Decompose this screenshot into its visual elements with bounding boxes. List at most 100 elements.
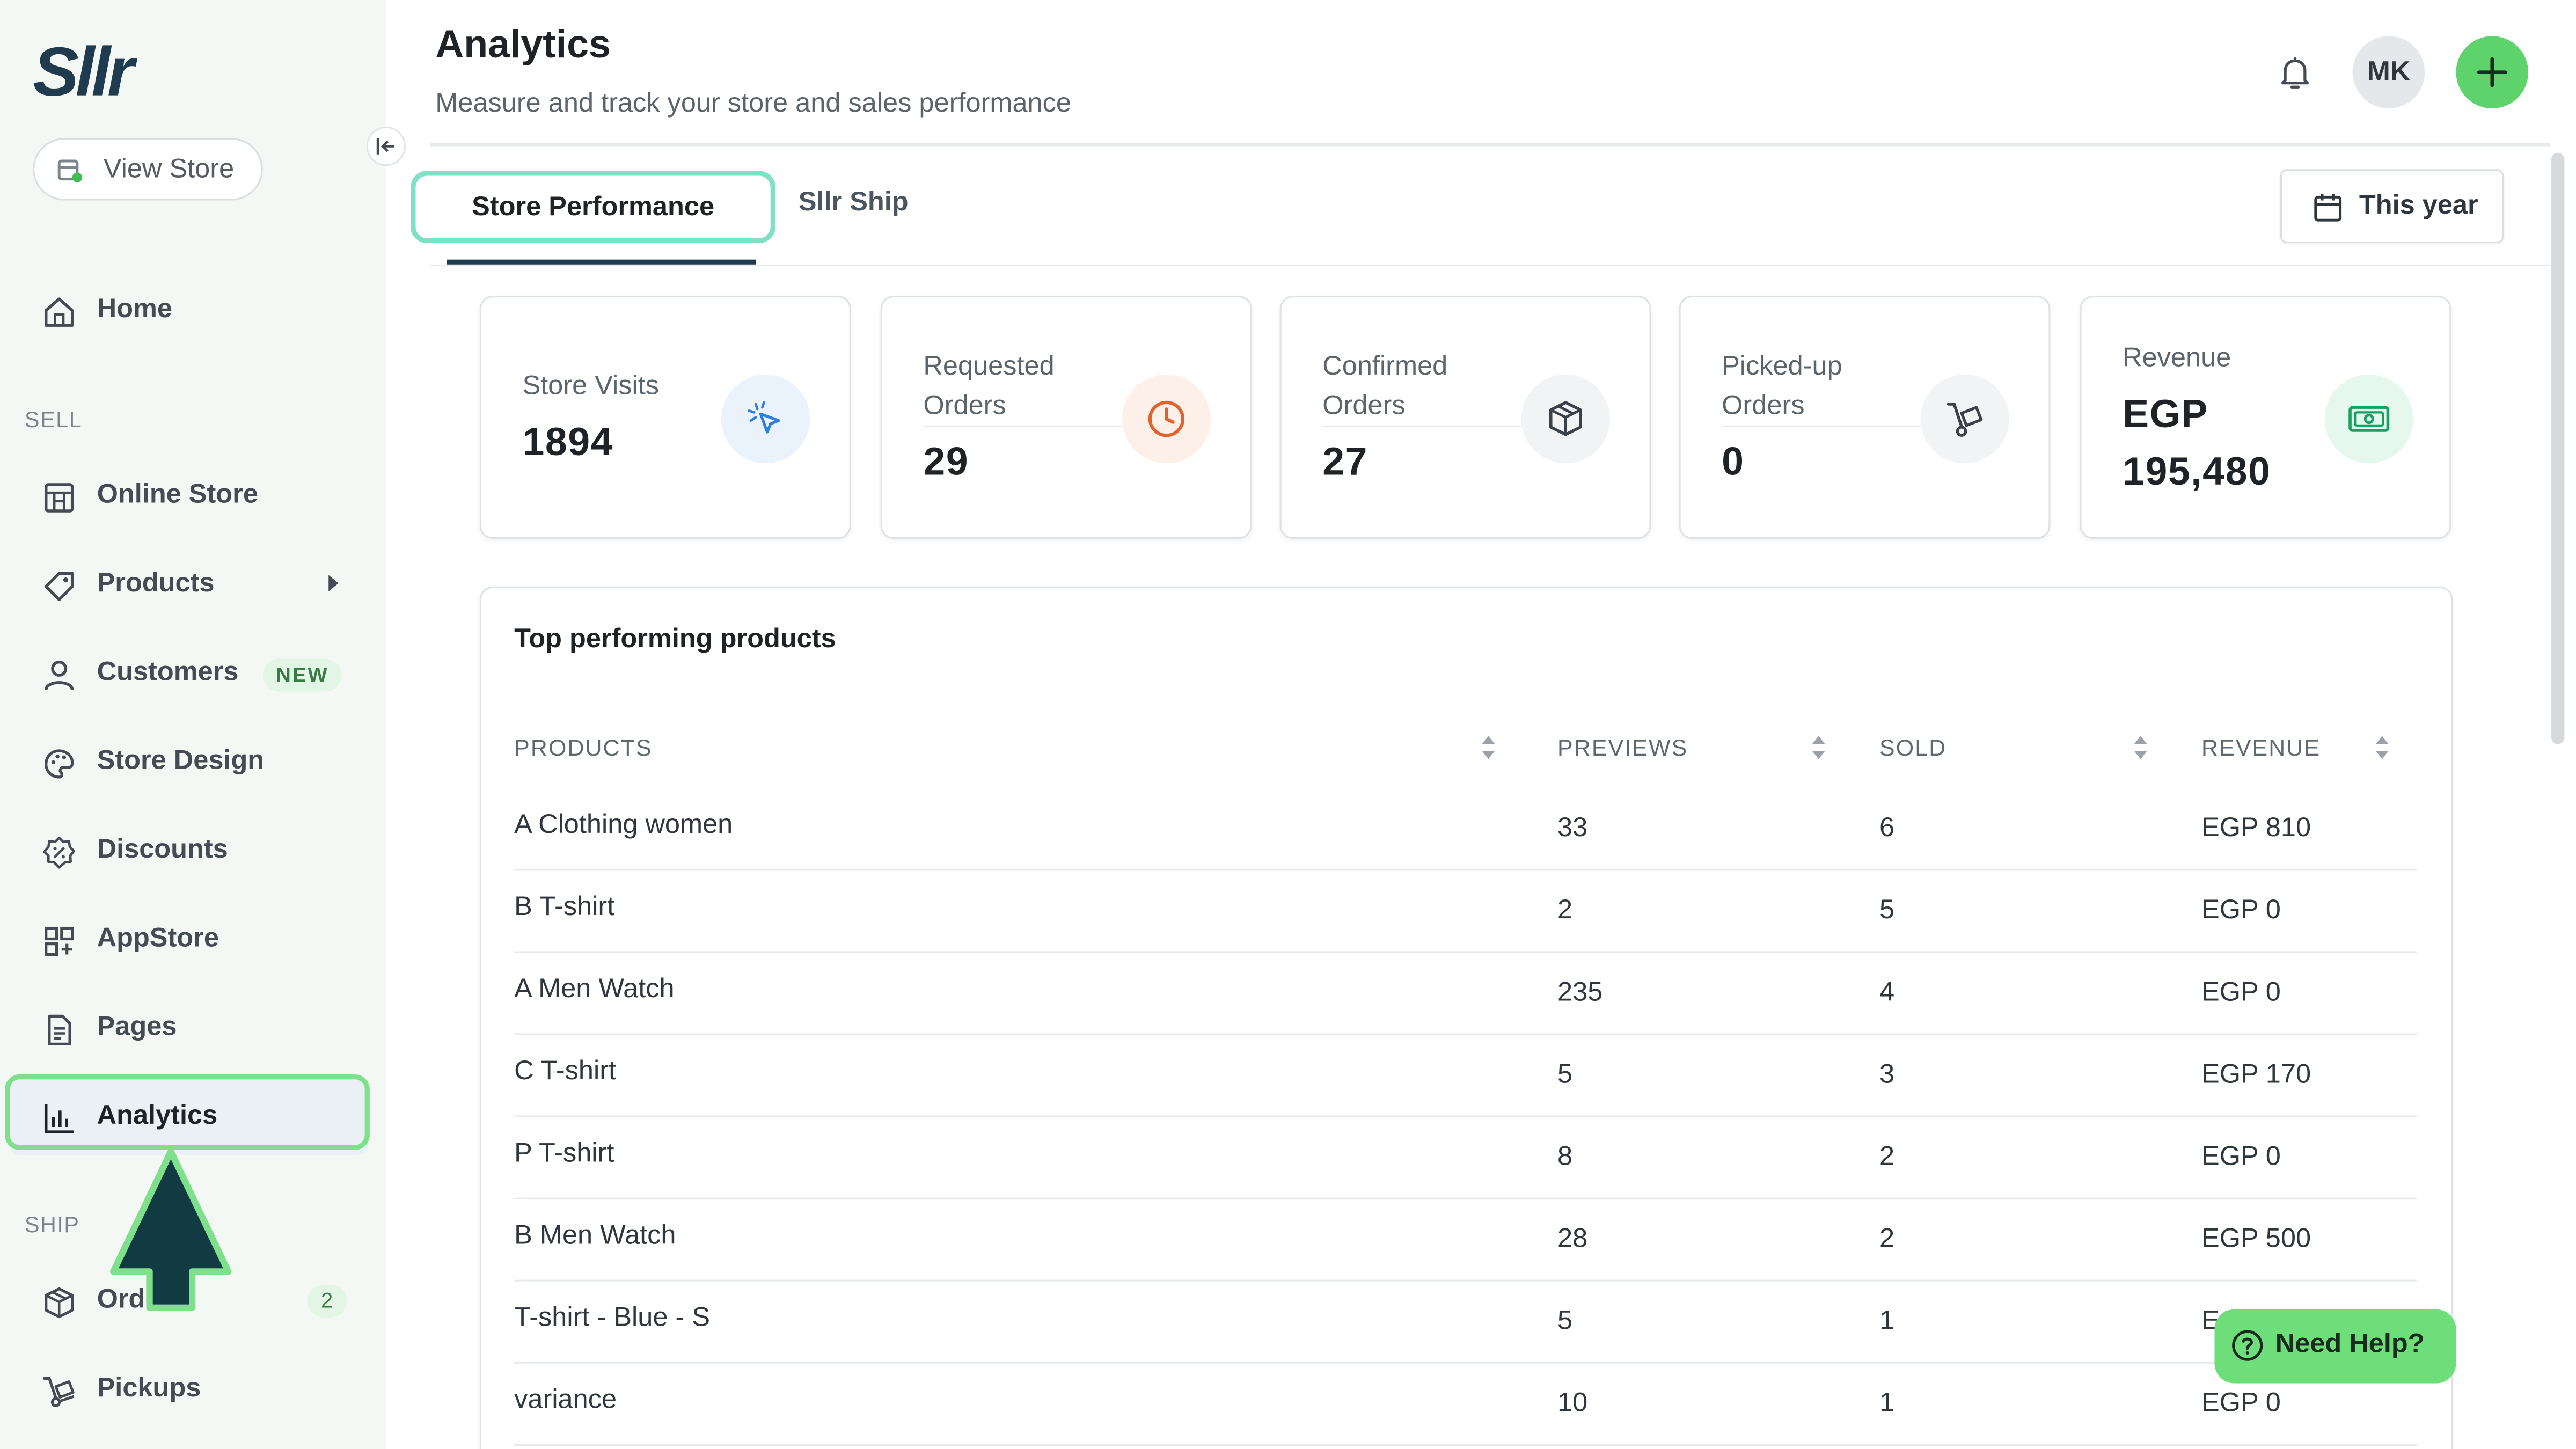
sidebar-item-label: Analytics <box>97 1101 218 1131</box>
stat-value: 29 <box>923 440 969 485</box>
stat-value: 195,480 <box>2123 450 2271 495</box>
scrollbar-thumb[interactable] <box>2551 152 2565 744</box>
sidebar-item-appstore[interactable]: AppStore <box>0 902 378 978</box>
sidebar-item-customers[interactable]: Customers NEW <box>0 636 378 712</box>
table-row[interactable]: A Clothing women 33 6 EGP 810 <box>514 788 2417 871</box>
sidebar-item-label: Home <box>97 294 172 324</box>
add-button[interactable] <box>2456 36 2529 109</box>
column-header-revenue[interactable]: REVENUE <box>2201 734 2321 761</box>
cell-sold: 6 <box>1879 813 1895 843</box>
cell-sold: 3 <box>1879 1059 1895 1089</box>
stat-icon-wrap <box>2324 374 2413 464</box>
box-icon <box>1549 401 1582 436</box>
svg-text:Sllr: Sllr <box>33 39 137 105</box>
table-row[interactable]: variance 10 1 EGP 0 <box>514 1364 2417 1446</box>
date-range-button[interactable]: This year <box>2280 169 2504 244</box>
stat-icon-wrap <box>1521 374 1610 464</box>
cell-previews: 33 <box>1557 813 1588 843</box>
analytics-highlight-outline <box>5 1074 370 1150</box>
need-help-button[interactable]: Need Help? <box>2214 1309 2456 1384</box>
hand-truck-icon <box>43 1377 75 1407</box>
bell-icon[interactable] <box>2275 53 2315 92</box>
sidebar-item-pickups[interactable]: Pickups <box>0 1352 378 1428</box>
need-help-label: Need Help? <box>2275 1329 2425 1359</box>
sidebar-item-analytics[interactable]: Analytics <box>10 1079 368 1155</box>
stat-currency: EGP <box>2123 392 2208 437</box>
sidebar-item-home[interactable]: Home <box>0 273 378 348</box>
stat-divider <box>1322 425 1533 427</box>
caret-right-icon[interactable] <box>328 575 339 592</box>
clock-icon <box>1148 400 1185 437</box>
cell-revenue: EGP 0 <box>2201 895 2281 925</box>
stat-value: 1894 <box>522 420 614 465</box>
sort-icon[interactable] <box>2374 733 2390 762</box>
collapse-sidebar-button[interactable] <box>366 126 406 166</box>
cell-previews: 28 <box>1557 1224 1588 1254</box>
tab-store-performance[interactable]: Store Performance <box>411 171 775 244</box>
column-header-previews[interactable]: PREVIEWS <box>1557 734 1688 761</box>
sidebar-item-label: Pages <box>97 1012 177 1042</box>
stat-label: Orders <box>923 391 1006 421</box>
page-subtitle: Measure and track your store and sales p… <box>435 89 1071 119</box>
table-row[interactable]: C T-shirt 5 3 EGP 170 <box>514 1035 2417 1117</box>
stat-label: Store Visits <box>522 371 660 401</box>
stat-label: Revenue <box>2123 343 2231 373</box>
column-header-products[interactable]: PRODUCTS <box>514 734 653 761</box>
column-header-sold[interactable]: SOLD <box>1879 734 1947 761</box>
calendar-icon <box>2314 194 2342 222</box>
sort-icon[interactable] <box>1480 733 1497 762</box>
sidebar-item-label: Discounts <box>97 835 228 865</box>
stat-label: Picked-up <box>1722 352 1842 382</box>
stat-divider <box>923 425 1134 427</box>
new-badge: NEW <box>262 658 342 692</box>
document-icon <box>48 1014 71 1045</box>
cell-revenue: EGP 0 <box>2201 977 2281 1007</box>
sidebar-item-label: Store Design <box>97 745 265 775</box>
tab-sllr-ship[interactable]: Sllr Ship <box>798 187 909 217</box>
apps-icon <box>45 926 74 956</box>
stat-value: 27 <box>1322 440 1368 485</box>
header-divider <box>430 143 2550 147</box>
table-row[interactable]: P T-shirt 8 2 EGP 0 <box>514 1117 2417 1199</box>
stat-label: Confirmed <box>1322 352 1448 382</box>
sllr-logo[interactable]: Sllr <box>33 39 187 105</box>
sidebar-item-pages[interactable]: Pages <box>0 991 378 1066</box>
cell-sold: 1 <box>1879 1388 1895 1418</box>
tutorial-arrow-pointer <box>110 1148 232 1311</box>
stat-card-revenue: Revenue EGP 195,480 <box>2080 296 2451 539</box>
view-store-button[interactable]: View Store <box>33 138 263 201</box>
sidebar: Sllr View Store Home SELL Online Store <box>0 0 386 1449</box>
page-title: Analytics <box>435 23 611 68</box>
sidebar-item-label: Customers <box>97 657 239 687</box>
table-row[interactable]: B T-shirt 2 5 EGP 0 <box>514 870 2417 953</box>
table-row[interactable]: A Men Watch 235 4 EGP 0 <box>514 953 2417 1035</box>
sidebar-item-products[interactable]: Products <box>0 547 378 623</box>
sidebar-item-discounts[interactable]: Discounts <box>0 813 378 889</box>
sidebar-item-store-design[interactable]: Store Design <box>0 724 378 800</box>
cell-product: C T-shirt <box>514 1056 617 1086</box>
cell-previews: 5 <box>1557 1306 1573 1336</box>
cell-product: A Clothing women <box>514 810 733 840</box>
cell-product: P T-shirt <box>514 1138 614 1168</box>
table-row[interactable]: T-shirt - Blue - S 5 1 EG <box>514 1282 2417 1364</box>
date-range-label: This year <box>2359 191 2478 221</box>
sidebar-item-online-store[interactable]: Online Store <box>0 458 378 534</box>
section-label-sell: SELL <box>24 407 83 433</box>
sort-icon[interactable] <box>2132 733 2149 762</box>
avatar[interactable]: MK <box>2352 36 2425 109</box>
sidebar-item-label: Online Store <box>97 479 258 509</box>
cell-previews: 8 <box>1557 1141 1573 1172</box>
store-icon <box>57 159 83 182</box>
cell-product: A Men Watch <box>514 974 675 1004</box>
stat-label: Orders <box>1722 391 1805 421</box>
cell-product: T-shirt - Blue - S <box>514 1302 711 1333</box>
stat-card-requested-orders: Requested Orders 29 <box>880 296 1252 539</box>
stat-label: Requested <box>923 352 1055 382</box>
cell-product: B T-shirt <box>514 892 615 922</box>
cell-sold: 5 <box>1879 895 1895 925</box>
orders-count-badge: 2 <box>307 1284 347 1318</box>
sort-icon[interactable] <box>1810 733 1827 762</box>
palette-icon <box>45 749 74 779</box>
table-row[interactable]: B Men Watch 28 2 EGP 500 <box>514 1199 2417 1282</box>
